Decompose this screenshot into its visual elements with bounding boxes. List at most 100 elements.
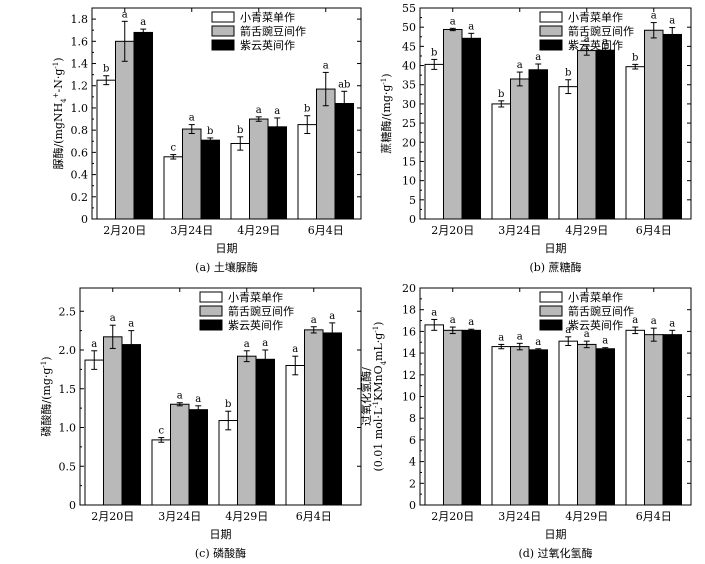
significance-letter: a [177, 391, 183, 402]
bar [491, 103, 511, 220]
legend-label: 小青菜单作 [568, 291, 623, 304]
significance-letter: a [517, 331, 523, 342]
significance-letter: a [329, 311, 335, 322]
x-tick-label: 6月4日 [636, 510, 672, 523]
x-tick-label: 2月20日 [91, 510, 134, 523]
significance-letter: a [669, 318, 675, 329]
ylabel-part: ) [52, 57, 65, 61]
chart-panel-c: 0 0.5 1.0 1.5 2.0 2.5 2月20日 a a a 3月24日 c a a 4月29日 b a a… [39, 287, 362, 560]
significance-letter: a [651, 11, 657, 22]
significance-letter: a [535, 52, 541, 63]
legend-swatch [539, 39, 563, 51]
bar [316, 88, 336, 220]
x-tick-label: 2月20日 [431, 510, 474, 523]
y-tick-label: 0.2 [71, 191, 89, 204]
bar [84, 359, 104, 506]
significance-letter: b [565, 68, 571, 79]
legend-swatch [539, 319, 563, 331]
y-tick-label: 1.8 [71, 13, 89, 26]
bar [121, 344, 141, 506]
y-tick-label: 8 [409, 412, 416, 425]
significance-letter: a [256, 105, 262, 116]
y-tick-label: 1.6 [71, 35, 89, 48]
y-tick-label: 35 [402, 79, 416, 92]
bar [577, 343, 597, 506]
ylabel-part: 4 [60, 98, 68, 103]
bar [577, 50, 597, 220]
x-tick-label: 3月24日 [498, 510, 541, 523]
significance-letter: a [110, 313, 116, 324]
panel-caption: (b) 蔗糖酶 [529, 260, 581, 274]
y-tick-label: 0 [69, 499, 76, 512]
bar [297, 124, 317, 220]
significance-letter: b [207, 126, 213, 137]
ylabel-part: ) [380, 73, 393, 77]
y-tick-label: 16 [402, 325, 416, 338]
bar [218, 420, 238, 506]
y-tick-label: 45 [402, 40, 416, 53]
ylabel-part: -1 [372, 401, 380, 408]
x-axis-label: 日期 [216, 242, 238, 255]
significance-letter: a [584, 329, 590, 340]
y-axis-label: 磷酸酶/(mg·g-1) [39, 356, 53, 436]
x-tick-label: 4月29日 [565, 510, 608, 523]
ylabel-part: 磷酸酶/(mg·g [39, 368, 53, 437]
significance-letter: b [431, 47, 437, 58]
ylabel-part: mL·g [372, 333, 385, 361]
significance-letter: a [431, 307, 437, 318]
panel-caption: (c) 磷酸酶 [195, 546, 246, 560]
significance-letter: a [602, 336, 608, 347]
significance-letter: a [292, 344, 298, 355]
bar [424, 63, 444, 220]
bar [644, 334, 664, 506]
y-tick-label: 0 [81, 213, 88, 226]
panel-caption: (a) 土壤脲酶 [195, 260, 258, 274]
significance-letter: a [535, 337, 541, 348]
x-tick-label: 6月4日 [296, 510, 332, 523]
bar [285, 365, 305, 506]
bar [267, 126, 287, 220]
significance-letter: b [498, 89, 504, 100]
chart-panel-d: 0 2 4 6 8 10 12 14 16 18 20 2月20日 a a a 3月24日 a a a 4月29日 a a… [359, 282, 692, 560]
y-tick-label: 0.4 [71, 169, 89, 182]
y-tick-label: 1.0 [71, 102, 89, 115]
ylabel-part: + [52, 92, 60, 98]
bar [528, 349, 548, 506]
x-axis-label: 日期 [210, 528, 232, 541]
ylabel-part: -1 [52, 62, 60, 69]
significance-letter: a [262, 338, 268, 349]
bar [461, 37, 481, 220]
legend-swatch [211, 11, 235, 23]
y-tick-label: 18 [402, 304, 416, 317]
bar [115, 40, 135, 220]
bar [443, 329, 463, 506]
x-tick-label: 3月24日 [158, 510, 201, 523]
x-tick-label: 4月29日 [237, 224, 280, 237]
y-tick-label: 30 [402, 98, 416, 111]
y-tick-label: 1.5 [59, 383, 77, 396]
legend-label: 紫云英间作 [568, 318, 623, 332]
x-tick-label: 2月20日 [103, 224, 146, 237]
ylabel-part: -1 [372, 326, 380, 333]
bar [625, 329, 645, 506]
y-axis-label-line1: 过氧化氢酶/ [359, 367, 373, 426]
ylabel-part: (0.01 mol·L [372, 407, 385, 471]
x-tick-label: 2月20日 [431, 224, 474, 237]
y-tick-label: 12 [402, 369, 416, 382]
ylabel-part: 4 [380, 360, 388, 365]
bar [461, 329, 481, 506]
ylabel-part: KMnO [372, 365, 385, 401]
legend-swatch [539, 291, 563, 303]
y-tick-label: 5 [409, 194, 416, 207]
significance-letter: a [651, 316, 657, 327]
bar [510, 78, 530, 220]
x-tick-label: 4月29日 [565, 224, 608, 237]
x-axis-label: 日期 [545, 242, 567, 255]
panel-caption: (d) 过氧化氢酶 [518, 546, 592, 560]
bar [133, 31, 153, 220]
y-axis-label: 脲酶/(mgNH4+-N·g-1) [52, 57, 68, 169]
plot-frame [91, 7, 362, 220]
significance-letter: a [91, 339, 97, 350]
y-tick-label: 1.4 [71, 58, 89, 71]
